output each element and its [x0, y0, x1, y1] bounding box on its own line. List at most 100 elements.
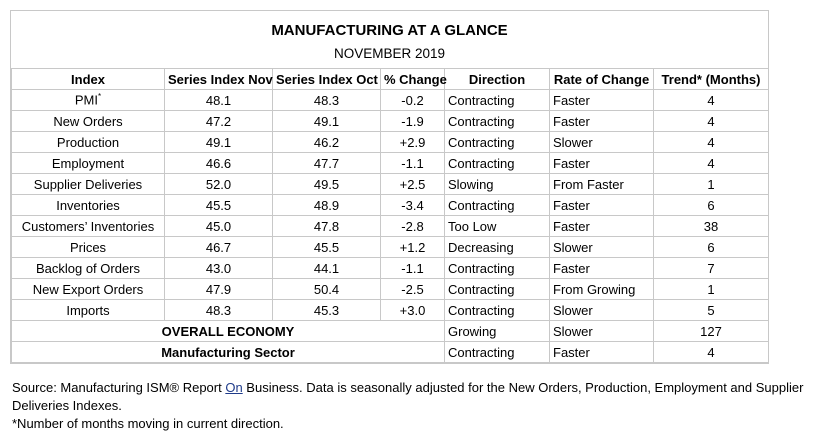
- table-cell: 47.7: [272, 152, 381, 174]
- column-header: Direction: [444, 68, 550, 90]
- table-cell: Prices: [11, 236, 165, 258]
- table-cell: -1.1: [380, 152, 445, 174]
- table-row: Imports 48.3 45.3 +3.0 Contracting Slower 5: [11, 299, 769, 321]
- table-cell: Faster: [549, 215, 654, 237]
- table-cell: 44.1: [272, 257, 381, 279]
- table-cell: 52.0: [164, 173, 273, 195]
- table-cell: Contracting: [444, 131, 550, 153]
- table-cell: Contracting: [444, 194, 550, 216]
- column-header: Series Index Nov: [164, 68, 273, 90]
- table-cell: New Orders: [11, 110, 165, 132]
- table-row: Backlog of Orders 43.0 44.1 -1.1 Contracting…: [11, 257, 769, 279]
- table-cell: From Faster: [549, 173, 654, 195]
- table-cell: Decreasing: [444, 236, 550, 258]
- table-cell: 45.5: [164, 194, 273, 216]
- summary-cell: Growing: [444, 320, 550, 342]
- table-cell: Slower: [549, 299, 654, 321]
- column-header: Trend* (Months): [653, 68, 769, 90]
- table-row: PMI* 48.1 48.3 -0.2 Contracting Faster 4: [11, 89, 769, 111]
- table-cell: +2.9: [380, 131, 445, 153]
- table-cell: 48.9: [272, 194, 381, 216]
- source-link[interactable]: On: [225, 380, 243, 395]
- table-cell: 6: [653, 236, 769, 258]
- summary-row: Manufacturing Sector Contracting Faster 4: [11, 341, 769, 363]
- table-cell: From Growing: [549, 278, 654, 300]
- table-cell: Contracting: [444, 299, 550, 321]
- table-cell: 46.2: [272, 131, 381, 153]
- table-cell: Employment: [11, 152, 165, 174]
- table-cell: 43.0: [164, 257, 273, 279]
- table-cell: +1.2: [380, 236, 445, 258]
- table-cell: Contracting: [444, 110, 550, 132]
- summary-cell: Faster: [549, 341, 654, 363]
- table-cell: Slower: [549, 131, 654, 153]
- table-row: Production 49.1 46.2 +2.9 Contracting Slower 4: [11, 131, 769, 153]
- table-cell: Slower: [549, 236, 654, 258]
- column-header: Rate of Change: [549, 68, 654, 90]
- summary-row: OVERALL ECONOMY Growing Slower 127: [11, 320, 769, 342]
- table-row: New Orders 47.2 49.1 -1.9 Contracting Faster 4: [11, 110, 769, 132]
- table-cell: -2.5: [380, 278, 445, 300]
- summary-cell: 127: [653, 320, 769, 342]
- source-text: Business. Data is seasonally adjusted fo…: [12, 380, 804, 413]
- column-header: Index: [11, 68, 165, 90]
- table-cell: 45.5: [272, 236, 381, 258]
- footnote: *Number of months moving in current dire…: [12, 416, 284, 431]
- table-cell: +3.0: [380, 299, 445, 321]
- table-cell: 4: [653, 110, 769, 132]
- summary-cell: Contracting: [444, 341, 550, 363]
- column-header: % Change: [380, 68, 447, 90]
- table-cell: Inventories: [11, 194, 165, 216]
- subtitle: NOVEMBER 2019: [333, 46, 446, 61]
- table-cell: -1.9: [380, 110, 445, 132]
- table-cell: 48.1: [164, 89, 273, 111]
- table-cell: 48.3: [164, 299, 273, 321]
- table-cell: -1.1: [380, 257, 445, 279]
- table-cell: 49.1: [272, 110, 381, 132]
- title: MANUFACTURING AT A GLANCE: [271, 22, 508, 39]
- header-row: Index Series Index Nov Series Index Oct% C…: [11, 68, 769, 90]
- table-row: Employment 46.6 47.7 -1.1 Contracting Faster 4: [11, 152, 769, 174]
- table-cell: +2.5: [380, 173, 445, 195]
- table-cell: 48.3: [272, 89, 381, 111]
- table-cell: Faster: [549, 110, 654, 132]
- table-cell: Contracting: [444, 152, 550, 174]
- table-cell: 45.3: [272, 299, 381, 321]
- source-text: Source: Manufacturing ISM® Report: [12, 380, 226, 395]
- table-cell: 47.9: [164, 278, 273, 300]
- table-cell: 4: [653, 131, 769, 153]
- column-header: Series Index Oct: [272, 68, 381, 90]
- table-body: PMI* 48.1 48.3 -0.2 Contracting Faster 4 New Or…: [11, 89, 769, 363]
- table-row: Supplier Deliveries 52.0 49.5 +2.5 Slowing Fr…: [11, 173, 769, 195]
- table-cell: 46.6: [164, 152, 273, 174]
- table-cell: -2.8: [380, 215, 445, 237]
- table-cell: Faster: [549, 257, 654, 279]
- table-row: Inventories 45.5 48.9 -3.4 Contracting Faster…: [11, 194, 769, 216]
- table-cell: Faster: [549, 89, 654, 111]
- table-cell: 46.7: [164, 236, 273, 258]
- table-cell: Too Low: [444, 215, 550, 237]
- table-cell: 47.8: [272, 215, 381, 237]
- table-cell: 49.1: [164, 131, 273, 153]
- table-cell: Customers’ Inventories: [11, 215, 165, 237]
- summary-cell: Manufacturing Sector: [11, 341, 445, 363]
- table-cell: Contracting: [444, 278, 550, 300]
- table-cell: Contracting: [444, 257, 550, 279]
- table-cell: -3.4: [380, 194, 445, 216]
- table-cell: 6: [653, 194, 769, 216]
- table-cell: Faster: [549, 194, 654, 216]
- table-cell: 38: [653, 215, 769, 237]
- table-cell: -0.2: [380, 89, 445, 111]
- footer: Source: Manufacturing ISM® Report On Bus…: [12, 379, 827, 433]
- table-cell: New Export Orders: [11, 278, 165, 300]
- summary-cell: 4: [653, 341, 769, 363]
- table-cell: 4: [653, 152, 769, 174]
- table-cell: 5: [653, 299, 769, 321]
- table-cell: 1: [653, 173, 769, 195]
- summary-cell: Slower: [549, 320, 654, 342]
- table-cell: Backlog of Orders: [11, 257, 165, 279]
- table-cell: Slowing: [444, 173, 550, 195]
- table-cell: 7: [653, 257, 769, 279]
- table-cell: 49.5: [272, 173, 381, 195]
